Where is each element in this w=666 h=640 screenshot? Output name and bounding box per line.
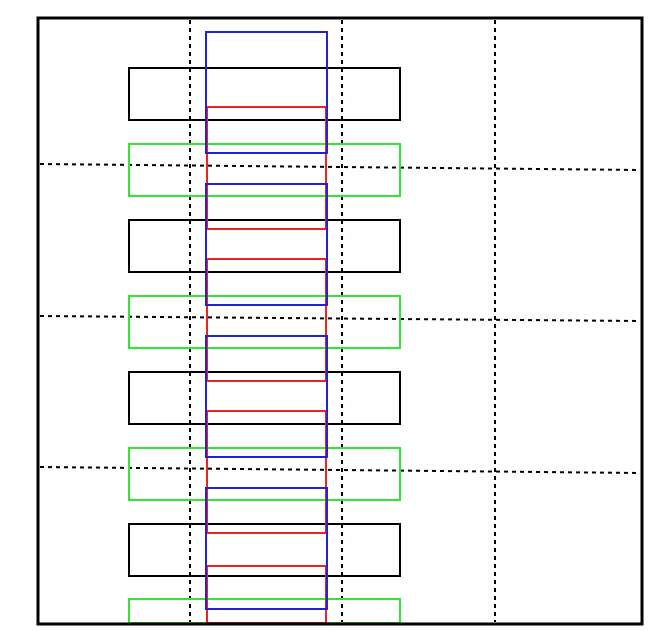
- blue-box: [205, 31, 328, 154]
- black-box: [128, 371, 401, 425]
- boxes-group: [128, 31, 401, 624]
- outer-frame: [36, 16, 644, 626]
- blue-box: [205, 335, 328, 458]
- red-box: [206, 410, 327, 534]
- red-box: [206, 258, 327, 382]
- black-box: [128, 523, 401, 577]
- black-box: [128, 67, 401, 121]
- blue-box: [205, 487, 328, 610]
- green-box: [128, 143, 401, 197]
- green-box: [128, 598, 401, 624]
- green-box: [128, 295, 401, 349]
- green-box: [128, 447, 401, 501]
- red-box: [206, 106, 327, 230]
- blue-box: [205, 183, 328, 306]
- black-box: [128, 219, 401, 273]
- red-box: [206, 565, 327, 624]
